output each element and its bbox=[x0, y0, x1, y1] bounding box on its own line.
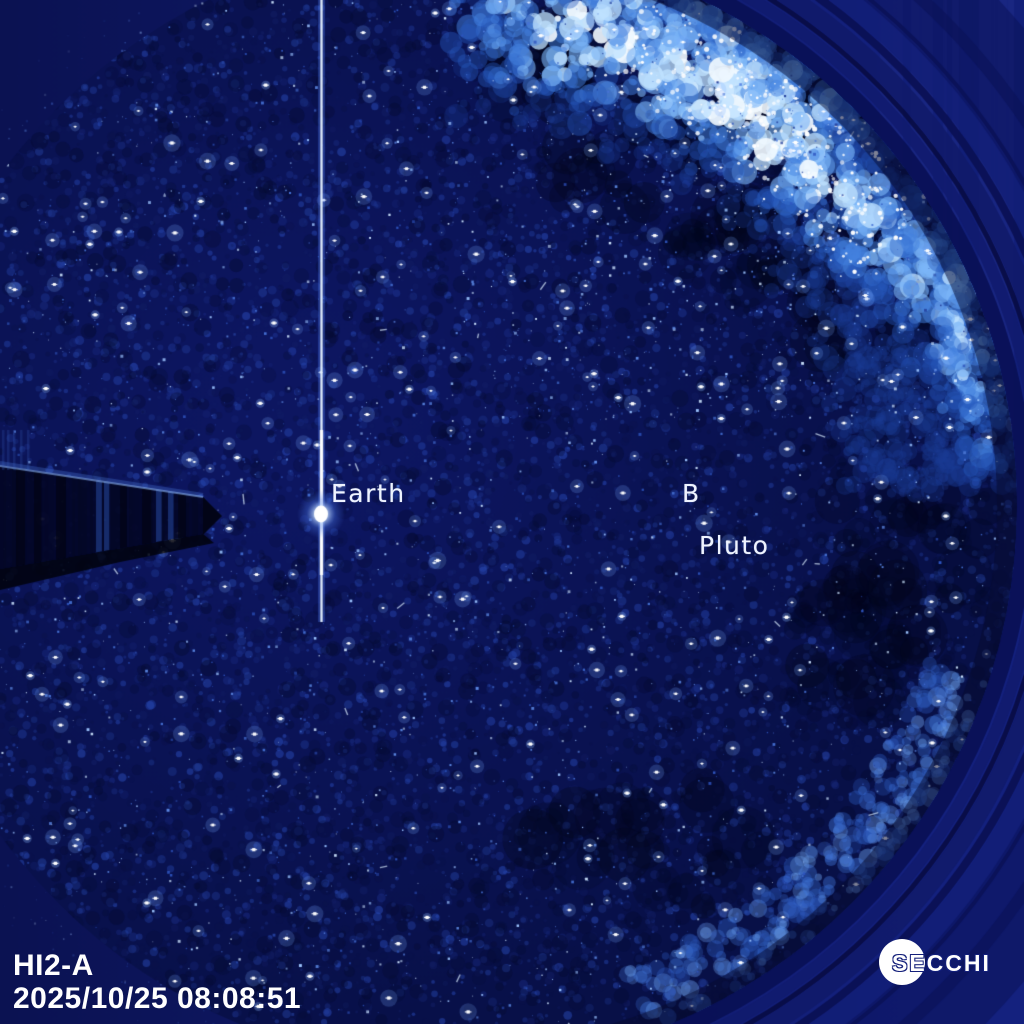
timestamp-label: 2025/10/25 08:08:51 bbox=[13, 982, 302, 1015]
earth-label: Earth bbox=[331, 479, 406, 508]
secchi-sun-icon bbox=[879, 939, 925, 985]
secchi-logo: SECCHI bbox=[879, 939, 1024, 985]
pluto-label: Pluto bbox=[699, 531, 770, 560]
comet-b-label: B bbox=[682, 479, 701, 508]
secchi-logo-text: SECCHI bbox=[892, 950, 991, 976]
instrument-label: HI2-A bbox=[13, 949, 94, 982]
